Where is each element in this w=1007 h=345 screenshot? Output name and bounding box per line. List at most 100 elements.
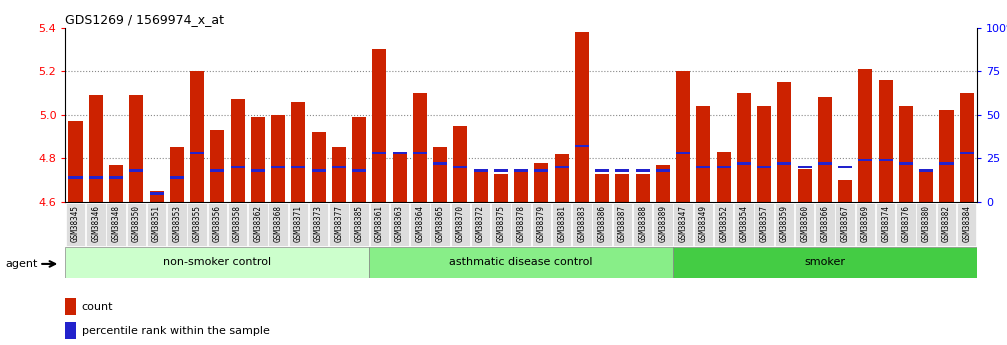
Bar [349,203,369,246]
Text: GSM38375: GSM38375 [496,205,506,243]
Bar [373,49,387,202]
Text: GSM38346: GSM38346 [92,205,101,243]
Bar [512,203,531,246]
Bar [473,169,487,172]
Bar [555,166,569,168]
Bar [370,247,673,278]
Bar [635,174,650,202]
Text: GSM38365: GSM38365 [436,205,445,243]
Bar [676,71,690,202]
Text: GSM38383: GSM38383 [577,205,586,243]
Bar [68,176,83,179]
Bar [595,174,609,202]
Bar [757,166,771,168]
Bar [694,203,713,246]
Bar [696,166,711,168]
Bar [331,147,346,202]
Bar [714,203,733,246]
Bar [309,203,328,246]
Bar [373,151,387,155]
Bar [352,169,367,172]
Text: percentile rank within the sample: percentile rank within the sample [82,326,270,336]
Bar [491,203,511,246]
Bar [370,203,389,246]
Text: GSM38368: GSM38368 [274,205,283,243]
Bar [858,159,872,161]
Bar [816,203,835,246]
Bar [575,32,589,202]
Bar [856,203,875,246]
Text: GSM38389: GSM38389 [659,205,668,243]
Bar [129,169,143,172]
Bar [960,93,974,202]
Bar [916,203,936,246]
Bar [190,151,204,155]
Bar [471,203,490,246]
Bar [737,93,751,202]
Text: GSM38363: GSM38363 [395,205,404,243]
Bar [795,203,815,246]
Bar [451,203,470,246]
Bar [532,203,551,246]
Bar [109,165,123,202]
Bar [777,82,792,202]
Bar [717,166,731,168]
Text: GSM38361: GSM38361 [375,205,384,243]
Text: GSM38362: GSM38362 [254,205,263,243]
Bar [331,166,346,168]
Text: GSM38376: GSM38376 [901,205,910,243]
Bar [190,71,204,202]
Bar [248,203,268,246]
Text: GSM38379: GSM38379 [537,205,546,243]
Bar [393,152,407,202]
Bar [231,166,245,168]
Bar [592,203,612,246]
Bar [311,169,325,172]
Bar [65,203,86,246]
Bar [433,162,447,165]
Bar [129,95,143,202]
Bar [127,203,146,246]
Bar [535,162,549,202]
Text: GSM38388: GSM38388 [638,205,648,243]
Text: GSM38358: GSM38358 [233,205,242,243]
Bar [899,162,913,165]
Bar [615,169,629,172]
Text: GDS1269 / 1569974_x_at: GDS1269 / 1569974_x_at [65,13,225,27]
Bar [65,247,370,278]
Bar [473,169,487,202]
Bar [838,180,852,202]
Bar [899,106,913,202]
Text: GSM38380: GSM38380 [921,205,930,243]
Text: agent: agent [5,259,37,269]
Bar [109,176,123,179]
Text: GSM38355: GSM38355 [192,205,201,243]
Bar [838,166,852,168]
Bar [393,151,407,155]
Bar [271,166,285,168]
Text: GSM38385: GSM38385 [354,205,364,243]
Text: GSM38359: GSM38359 [779,205,788,243]
Text: GSM38347: GSM38347 [679,205,688,243]
Text: asthmatic disease control: asthmatic disease control [449,257,593,267]
Bar [170,147,184,202]
Bar [654,203,673,246]
Bar [65,322,76,339]
Bar [107,203,126,246]
Bar [818,162,832,165]
Text: non-smoker control: non-smoker control [163,257,272,267]
Text: GSM38353: GSM38353 [172,205,181,243]
Bar [149,191,164,202]
Bar [937,203,956,246]
Bar [413,151,427,155]
Text: GSM38373: GSM38373 [314,205,323,243]
Bar [228,203,248,246]
Text: GSM38367: GSM38367 [841,205,850,243]
Bar [210,169,225,172]
Bar [572,203,591,246]
Bar [89,95,103,202]
Text: GSM38370: GSM38370 [456,205,465,243]
Bar [876,203,895,246]
Bar [798,166,812,168]
Bar [960,151,974,155]
